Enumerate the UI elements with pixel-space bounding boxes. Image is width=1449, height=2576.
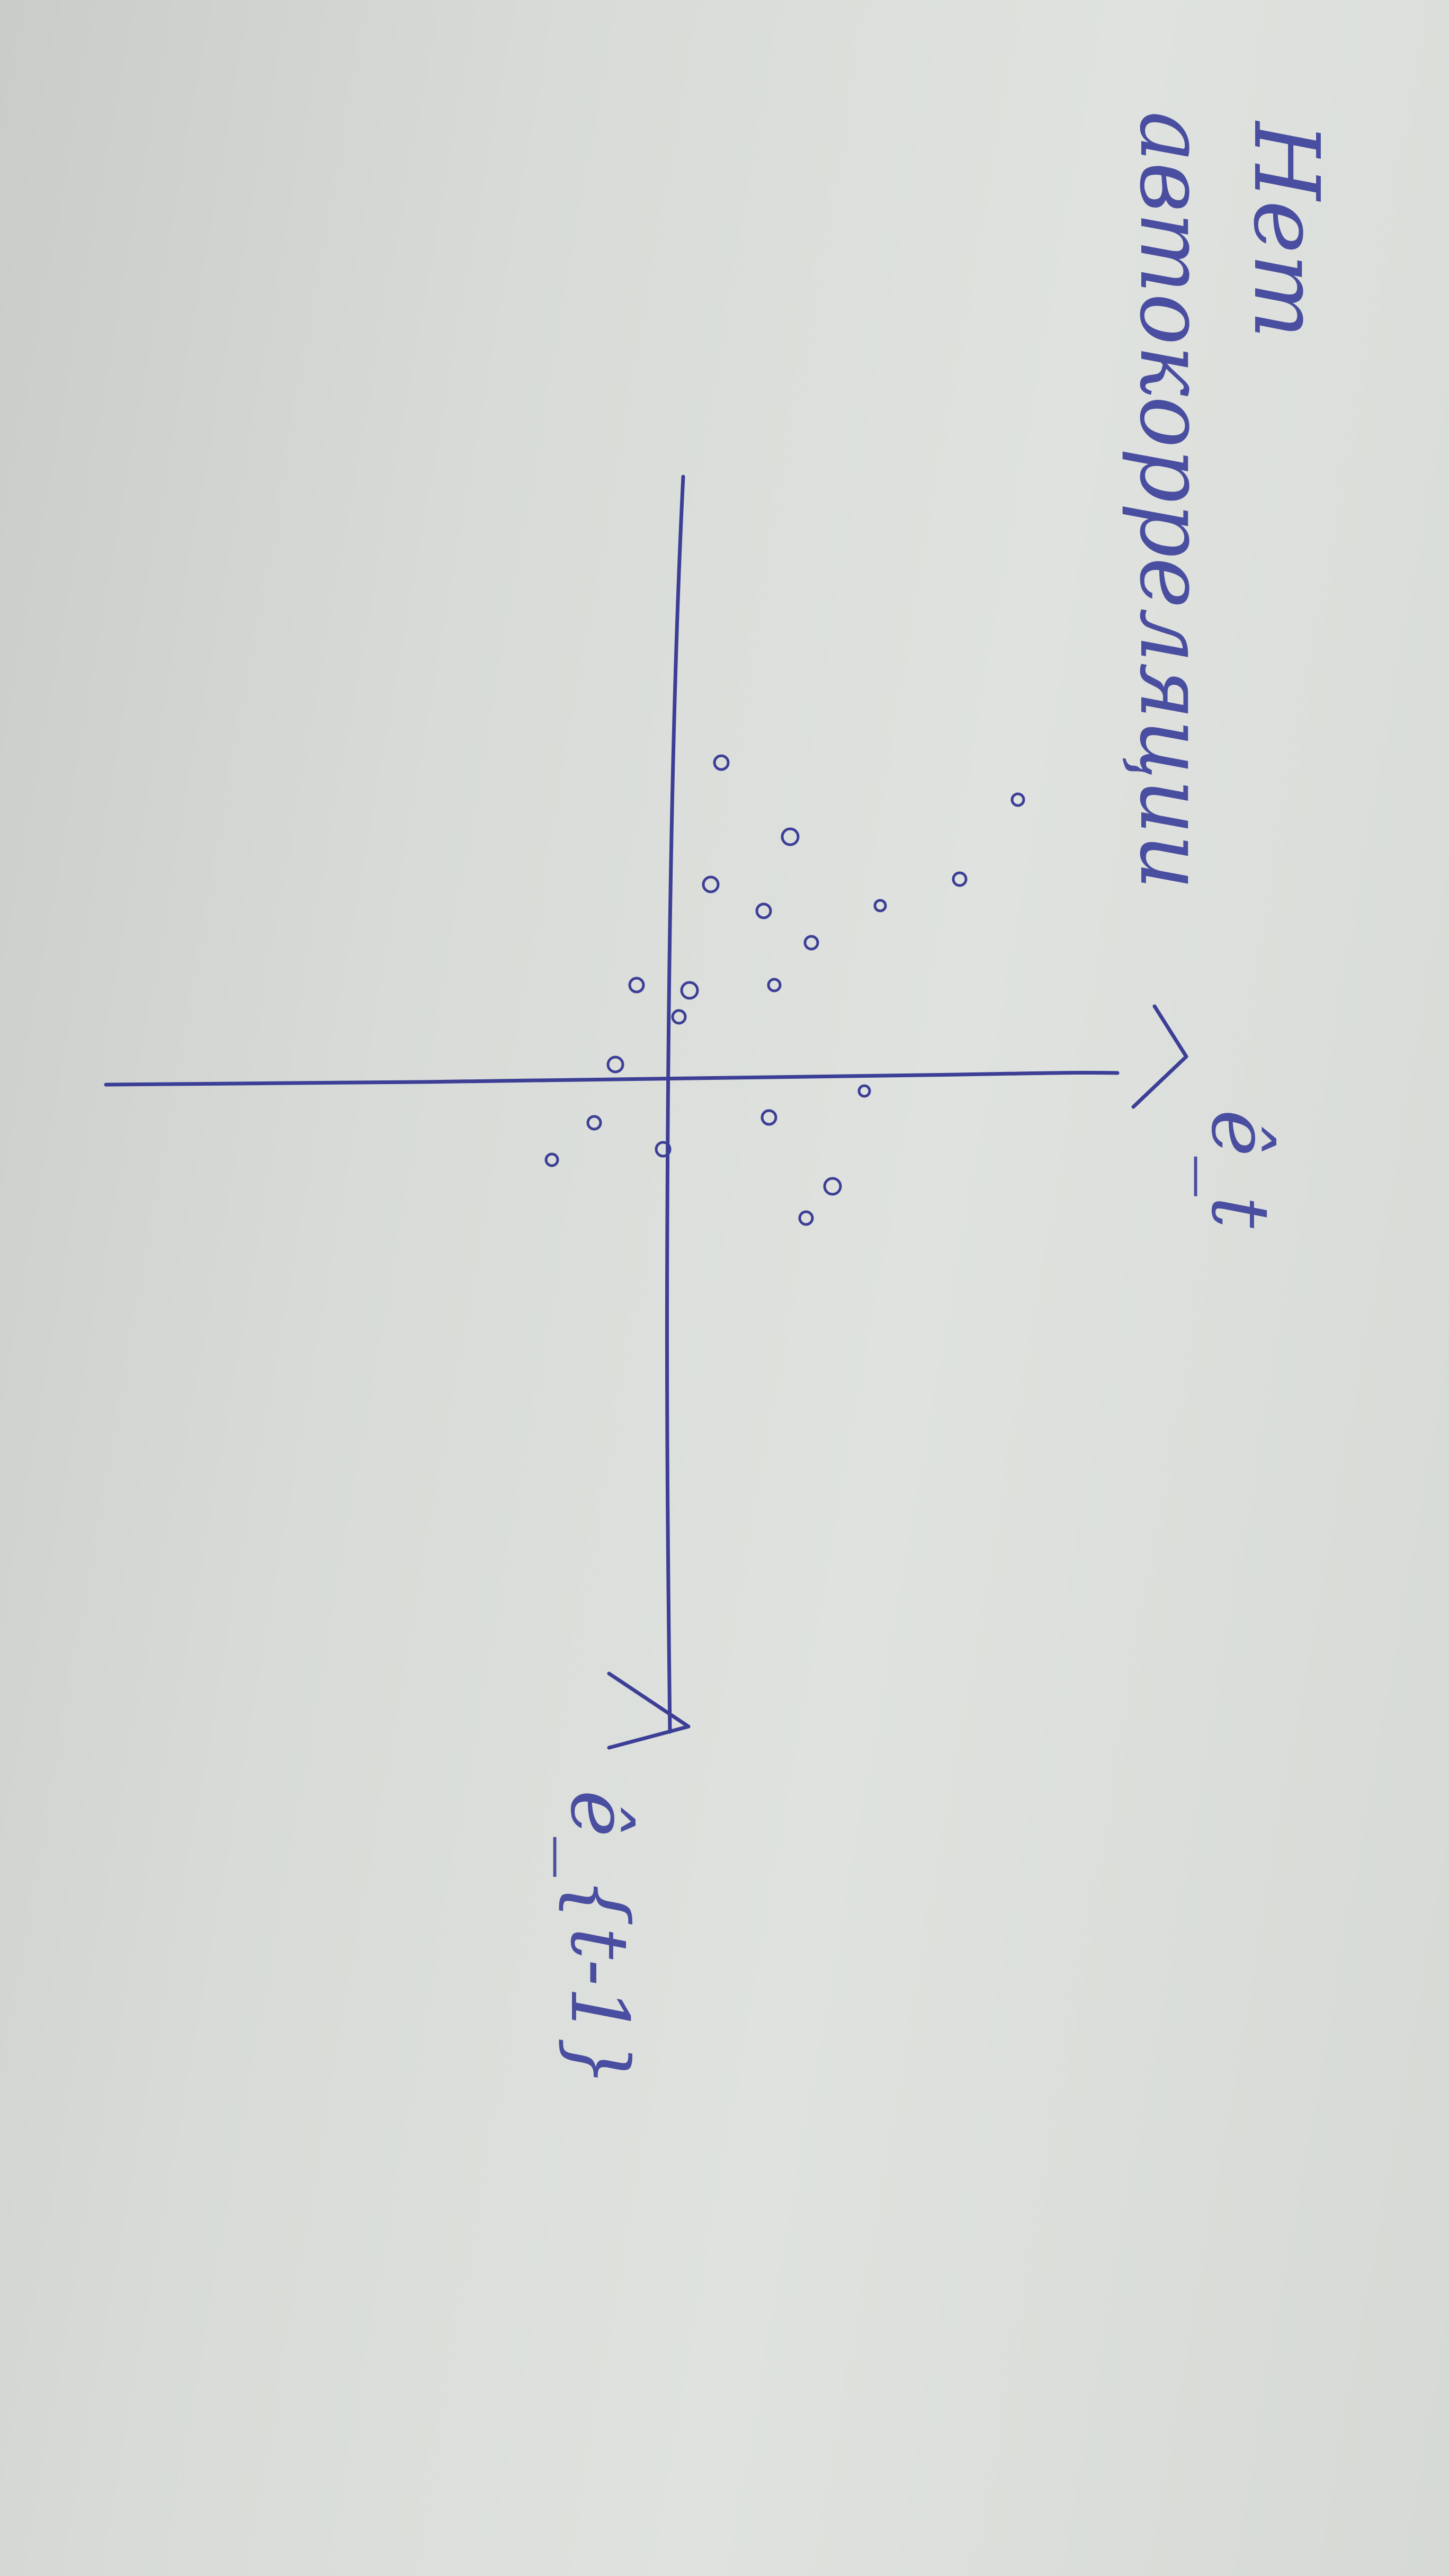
x-axis-label: ê_{t-1} xyxy=(553,1790,645,2087)
note-line2-text: автокорреляции xyxy=(1120,111,1224,890)
scatter-point xyxy=(680,981,699,1000)
scatter-point xyxy=(671,1009,687,1025)
scatter-point xyxy=(702,875,720,893)
y-axis-label-text: ê_t xyxy=(1194,1110,1286,1229)
scatter-point xyxy=(655,1141,672,1158)
x-axis-line xyxy=(665,475,685,1734)
note-line1-text: Нет xyxy=(1233,120,1338,339)
handwritten-note-line2: автокорреляции xyxy=(1120,111,1224,890)
y-axis-label: ê_t xyxy=(1194,1110,1286,1229)
scatter-point xyxy=(761,1109,777,1126)
scatter-point xyxy=(628,977,645,994)
scatter-point xyxy=(798,1210,814,1226)
scatter-point xyxy=(952,871,968,887)
handwritten-note-line1: Нет xyxy=(1233,120,1338,339)
x-axis-arrowhead xyxy=(607,1671,691,1750)
scatter-point xyxy=(1010,792,1025,807)
scatter-point xyxy=(544,1152,559,1167)
scatter-point xyxy=(781,827,800,846)
y-axis-arrowhead xyxy=(1131,1004,1188,1109)
scatter-point xyxy=(803,935,819,951)
scatter-point xyxy=(713,754,730,771)
scatter-point xyxy=(873,899,887,913)
axes xyxy=(104,475,1188,1750)
data-points xyxy=(544,754,1025,1226)
y-axis-line xyxy=(104,1070,1120,1087)
scatter-point xyxy=(857,1084,871,1098)
scatter-point xyxy=(586,1115,602,1131)
scatter-point xyxy=(767,978,782,992)
scatter-point xyxy=(823,1177,842,1196)
x-axis-label-text: ê_{t-1} xyxy=(553,1790,645,2087)
scatter-point xyxy=(755,902,772,919)
scatter-point xyxy=(606,1056,624,1074)
